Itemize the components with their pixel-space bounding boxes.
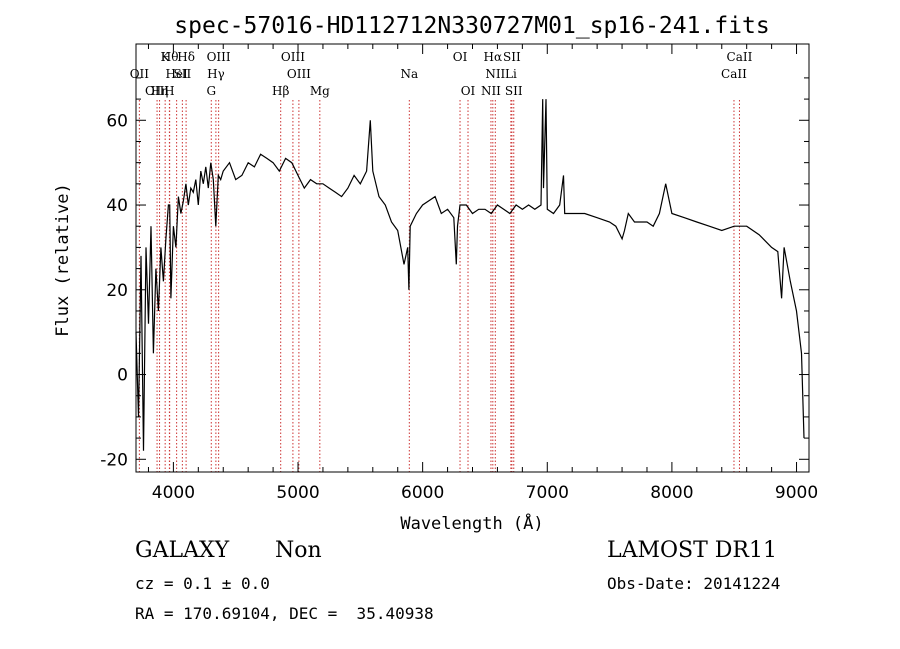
x-tick-label: 6000 [401, 483, 444, 503]
x-axis: 4000 5000 6000 7000 8000 9000 [147, 44, 818, 503]
line-label: SII [505, 84, 523, 98]
obs-date: Obs-Date: 20141224 [607, 574, 781, 593]
line-label: Hγ [207, 67, 225, 81]
chart-title: spec-57016-HD112712N330727M01_sp16-241.f… [174, 13, 769, 39]
line-label: SII [503, 50, 521, 64]
line-label: K [161, 50, 171, 64]
object-class: GALAXY [135, 538, 230, 563]
line-markers [138, 100, 740, 472]
line-label: OI [453, 50, 468, 64]
y-tick-label: 60 [106, 111, 128, 131]
x-axis-label: Wavelength (Å) [400, 512, 543, 534]
line-label: NII [481, 84, 501, 98]
line-label: Hα [484, 50, 503, 64]
line-label: H [164, 84, 174, 98]
line-label: OIII [145, 84, 169, 98]
line-label: Li [505, 67, 517, 81]
x-tick-label: 8000 [650, 483, 693, 503]
object-subclass: Non [275, 538, 322, 563]
line-label: CaII [721, 67, 747, 81]
x-tick-label: 7000 [526, 483, 569, 503]
y-tick-label: 40 [106, 196, 128, 216]
x-tick-label: 4000 [152, 483, 195, 503]
y-tick-label: 0 [117, 366, 128, 386]
line-label: Na [400, 67, 418, 81]
line-label: OIII [281, 50, 305, 64]
ra-dec: RA = 170.69104, DEC = 35.40938 [135, 604, 434, 623]
y-tick-label: 20 [106, 281, 128, 301]
x-tick-label: 5000 [276, 483, 319, 503]
plot-frame [135, 43, 810, 473]
line-label: Hθ [161, 50, 179, 64]
line-label: OI [461, 84, 476, 98]
redshift-value: cz = 0.1 ± 0.0 [135, 574, 270, 593]
y-axis: -20 0 20 40 60 [100, 77, 809, 470]
x-tick-label: 9000 [775, 483, 818, 503]
line-label: Mg [310, 84, 330, 98]
line-label: SII [174, 67, 192, 81]
survey-name: LAMOST DR11 [607, 538, 777, 563]
line-label: HeI [165, 67, 188, 81]
line-label: OII [130, 67, 150, 81]
line-label: G [206, 84, 216, 98]
line-label: Hη [151, 84, 169, 98]
y-tick-label: -20 [100, 450, 128, 470]
line-label: OIII [287, 67, 311, 81]
line-label: Hδ [177, 50, 195, 64]
line-label: CaII [727, 50, 753, 64]
line-label: NII [485, 67, 505, 81]
spectrum-line [135, 99, 805, 451]
line-label: Hβ [272, 84, 289, 98]
y-axis-label: Flux (relative) [53, 183, 73, 337]
line-label: OIII [207, 50, 231, 64]
